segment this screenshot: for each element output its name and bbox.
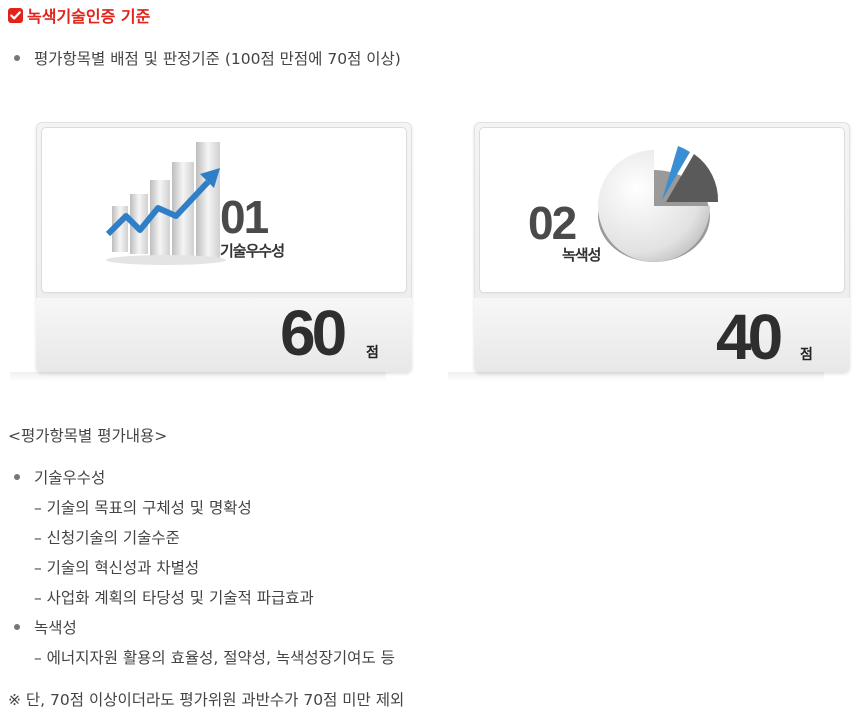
section-title: 녹색기술인증 기준 bbox=[8, 4, 150, 26]
card-score-panel bbox=[36, 298, 412, 372]
card-category: 녹색성 bbox=[562, 246, 601, 264]
details-item: – 기술의 혁신성과 차별성 bbox=[34, 559, 200, 577]
card-score-unit: 점 bbox=[800, 347, 813, 363]
details-note: ※ 단, 70점 이상이더라도 평가위원 과반수가 70점 미만 제외 bbox=[8, 691, 405, 709]
details-item: – 신청기술의 기술수준 bbox=[34, 529, 180, 547]
details-heading: <평가항목별 평가내용> bbox=[8, 427, 168, 445]
card-reflection bbox=[10, 372, 386, 382]
card-number: 02 bbox=[528, 197, 577, 249]
details-item: – 기술의 목표의 구체성 및 명확성 bbox=[34, 499, 252, 517]
card-category: 기술우수성 bbox=[220, 242, 285, 260]
bullet-dot bbox=[14, 474, 20, 480]
card-score: 40 bbox=[716, 301, 783, 373]
score-card-technology: 01 기술우수성 60 점 bbox=[36, 122, 412, 372]
checkbox-checked-icon bbox=[8, 7, 23, 23]
card-score-unit: 점 bbox=[366, 345, 379, 361]
details-group-label: 녹색성 bbox=[34, 619, 77, 637]
section-title-text: 녹색기술인증 기준 bbox=[27, 7, 151, 26]
bullet-dot bbox=[14, 55, 20, 61]
details-group-technology: 기술우수성 bbox=[14, 466, 105, 488]
card-header-panel bbox=[480, 128, 844, 292]
card-header-panel bbox=[42, 128, 406, 292]
intro-bullet-text: 평가항목별 배점 및 판정기준 (100점 만점에 70점 이상) bbox=[34, 50, 401, 68]
bar-chart-arrow-icon bbox=[105, 142, 226, 265]
card-score: 60 bbox=[280, 297, 347, 369]
intro-bullet: 평가항목별 배점 및 판정기준 (100점 만점에 70점 이상) bbox=[14, 47, 401, 69]
pie-chart-icon bbox=[598, 146, 719, 262]
score-card-green: 02 녹색성 40 점 bbox=[474, 122, 850, 373]
card-reflection bbox=[448, 372, 824, 382]
card-number: 01 bbox=[220, 191, 269, 243]
bullet-dot bbox=[14, 624, 20, 630]
details-item: – 에너지자원 활용의 효율성, 절약성, 녹색성장기여도 등 bbox=[34, 649, 395, 667]
card-score-panel bbox=[474, 298, 850, 372]
details-group-label: 기술우수성 bbox=[34, 469, 106, 487]
details-item: – 사업화 계획의 타당성 및 기술적 파급효과 bbox=[34, 589, 314, 607]
details-group-green: 녹색성 bbox=[14, 616, 77, 638]
